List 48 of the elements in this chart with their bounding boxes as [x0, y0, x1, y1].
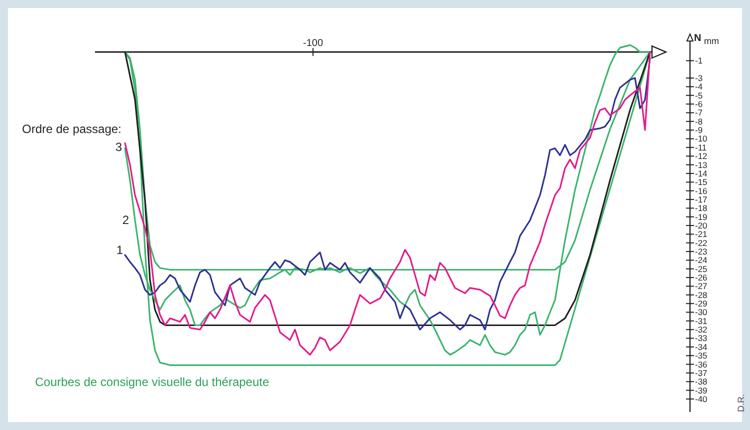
y-tick-label: -1 — [695, 56, 703, 66]
y-tick-label: -17 — [695, 194, 708, 204]
y-tick-label: -37 — [695, 368, 708, 378]
y-tick-label: -18 — [695, 203, 708, 214]
y-tick-label: -29 — [695, 298, 708, 309]
annotation: 2 — [122, 213, 130, 227]
y-tick-label: -3 — [695, 73, 703, 84]
y-tick-label: -31 — [695, 316, 708, 326]
y-tick-label: -19 — [695, 212, 708, 222]
text: 3 — [115, 140, 122, 154]
y-tick-label: -13 — [695, 160, 708, 170]
annotation: -100 — [302, 38, 324, 50]
y-tick-label: -33 — [695, 333, 708, 344]
y-axis-title: N — [694, 33, 702, 44]
text: Ordre de passage: — [22, 122, 122, 136]
annotation: 1 — [116, 243, 124, 257]
y-tick-label: -12 — [695, 151, 708, 162]
y-tick-label: -11 — [695, 142, 707, 152]
y-tick-label: -24 — [695, 255, 708, 266]
y-tick-label: -35 — [695, 350, 708, 361]
y-tick-label: -16 — [695, 186, 708, 196]
y-tick-label: -10 — [695, 134, 708, 144]
y-tick-label: -36 — [695, 359, 708, 370]
y-tick-label: -8 — [695, 116, 703, 126]
y-tick-label: -25 — [695, 264, 708, 274]
y-tick-label: -38 — [695, 376, 708, 387]
text: D.R. — [736, 394, 746, 412]
y-tick-label: -5 — [695, 90, 703, 100]
x-axis-title: mm — [704, 36, 719, 46]
y-tick-label: -15 — [695, 177, 708, 188]
y-tick-label: -23 — [695, 246, 708, 256]
y-tick-label: -7 — [695, 108, 703, 118]
y-tick-label: -22 — [695, 238, 708, 248]
y-tick-label: -26 — [695, 272, 708, 283]
y-tick-label: -27 — [695, 281, 708, 292]
y-tick-label: -14 — [695, 168, 708, 178]
y-tick-label: -21 — [695, 229, 708, 240]
y-tick-label: -4 — [695, 82, 703, 92]
y-tick-label: -20 — [695, 220, 708, 230]
y-tick-label: -30 — [695, 307, 708, 318]
y-tick-label: -32 — [695, 324, 708, 335]
y-tick-label: -39 — [695, 385, 708, 396]
y-tick-label: -6 — [695, 99, 703, 110]
y-tick-label: -9 — [695, 125, 703, 136]
y-tick-label: -28 — [695, 290, 708, 300]
y-tick-label: -34 — [695, 342, 708, 352]
y-tick-label: -40 — [695, 394, 708, 404]
annotation: Courbes de consigne visuelle du thérapeute — [35, 375, 270, 389]
